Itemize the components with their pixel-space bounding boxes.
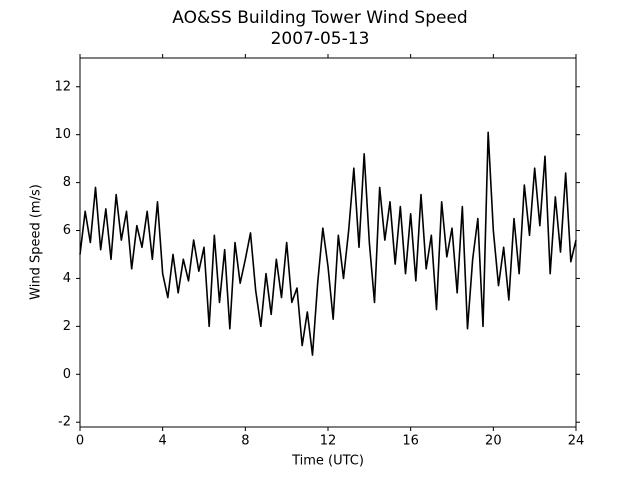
- y-axis-label: Wind Speed (m/s): [29, 184, 44, 300]
- y-tick-label: 4: [63, 271, 71, 286]
- y-tick-label: 6: [63, 223, 71, 238]
- chart-title: AO&SS Building Tower Wind Speed: [172, 8, 467, 28]
- x-tick-label: 0: [76, 434, 84, 449]
- y-tick-label: 10: [54, 127, 71, 142]
- data-line: [79, 131, 577, 356]
- x-tick-label: 16: [402, 434, 419, 449]
- x-axis-label: Time (UTC): [291, 454, 364, 469]
- chart-subtitle: 2007-05-13: [271, 29, 370, 49]
- y-tick-label: 0: [63, 367, 71, 382]
- x-tick-label: 8: [241, 434, 249, 449]
- x-tick-label: 20: [485, 434, 502, 449]
- x-tick-label: 12: [320, 434, 337, 449]
- y-tick-label: -2: [58, 415, 71, 430]
- plot-frame: [79, 57, 577, 428]
- y-tick-label: 2: [63, 319, 71, 334]
- y-tick-label: 8: [63, 175, 71, 190]
- y-tick-label: 12: [54, 79, 71, 94]
- x-tick-label: 4: [159, 434, 167, 449]
- x-tick-label: 24: [568, 434, 585, 449]
